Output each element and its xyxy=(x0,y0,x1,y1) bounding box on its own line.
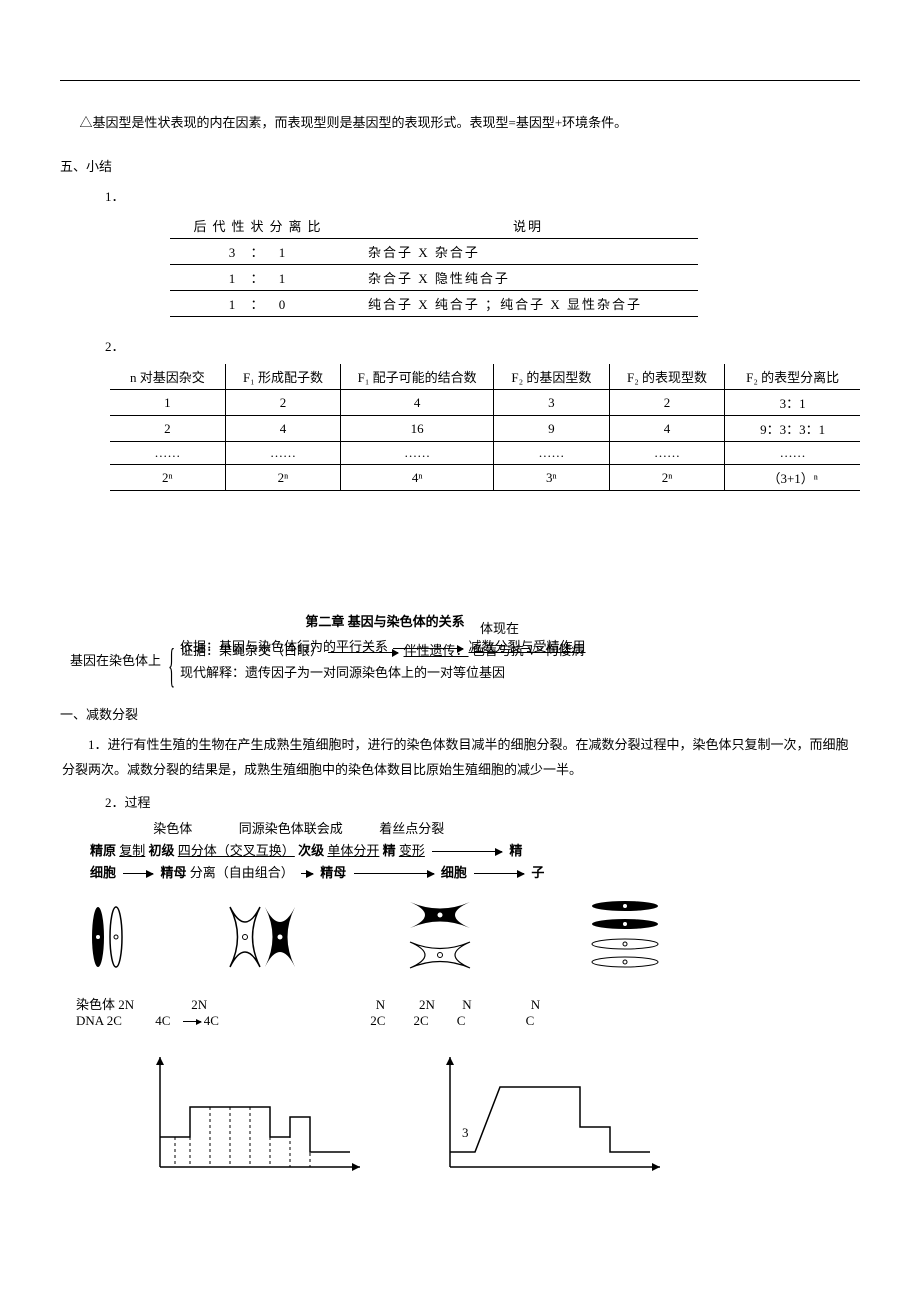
bracket-block: 基因在染色体上 { 依据：基因与染色体行为的平行关系 减数分裂与受精作用 体现在… xyxy=(60,636,860,684)
arrow-icon xyxy=(328,652,398,653)
arrow-icon xyxy=(301,873,313,874)
page-top-rule xyxy=(60,80,860,81)
bl2-right: 色盲与抗 Vᴰ 佝偻病 xyxy=(472,643,584,658)
chromosome-count-row: 染色体 2N 2N N 2N N N xyxy=(76,994,860,1013)
pbot-a: 细胞 xyxy=(90,865,116,880)
pbot-b: 精母 xyxy=(161,865,187,880)
table-row: 1 2 4 3 2 3：1 xyxy=(110,390,860,416)
pbot-mid: 分离（自由组合） xyxy=(190,865,294,880)
table-row: 1 ： 1 杂合子 X 隐性纯合子 xyxy=(170,265,698,291)
table2-number: 2． xyxy=(60,335,860,360)
table-row: …… …… …… …… …… …… xyxy=(110,442,860,465)
arrow-icon xyxy=(123,873,153,874)
pb-e: 精 xyxy=(509,843,522,858)
table-row: 2 4 16 9 4 9：3：3：1 xyxy=(110,416,860,442)
arrow-icon xyxy=(393,648,463,649)
table-row: n 对基因杂交 F₁ 形成配子数 F₁ 配子可能的结合数 F₂ 的基因型数 F₂… xyxy=(110,364,860,390)
process-number: 2．过程 xyxy=(60,791,860,816)
proc-top-c3: 着丝点分裂 xyxy=(379,821,444,836)
table-row: 2ⁿ 2ⁿ 4ⁿ 3ⁿ 2ⁿ （3+1）ⁿ xyxy=(110,465,860,491)
th-ratio: 后代性状分离比 xyxy=(170,213,350,239)
pb-b: 初级 xyxy=(149,843,175,858)
pbot-e: 子 xyxy=(531,865,544,880)
proc-top-c1: 染色体 xyxy=(153,821,192,836)
pbot-c: 精母 xyxy=(320,865,346,880)
arrow-icon xyxy=(432,851,502,852)
th-desc: 说明 xyxy=(350,213,698,239)
section-5-title: 五、小结 xyxy=(60,156,860,175)
arrow-icon xyxy=(354,873,434,874)
pb-mid1: 四分体（交叉互换） xyxy=(178,843,295,858)
pb-r1: 复制 xyxy=(119,843,145,858)
gene-cross-table: n 对基因杂交 F₁ 形成配子数 F₁ 配子可能的结合数 F₂ 的基因型数 F₂… xyxy=(110,364,860,491)
meiosis-process: 染色体 同源染色体联会成 着丝点分裂 精原 复制 初级 四分体（交叉互换） 次级… xyxy=(90,818,860,884)
meiosis-definition: 1．进行有性生殖的生物在产生成熟生殖细胞时，进行的染色体数目减半的细胞分裂。在减… xyxy=(60,733,860,782)
graph-label-3: 3 xyxy=(462,1125,469,1140)
brace-icon: { xyxy=(168,636,175,696)
bracket-label: 基因在染色体上 xyxy=(70,650,161,672)
pb-d: 精 xyxy=(383,843,396,858)
table-row: 3 ： 1 杂合子 X 杂合子 xyxy=(170,239,698,265)
intro-line: △基因型是性状表现的内在因素，而表现型则是基因型的表现形式。表现型=基因型+环境… xyxy=(60,111,860,136)
proc-top-c2: 同源染色体联会成 xyxy=(239,821,343,836)
dna-count-row: DNA 2C 4C 4C 2C 2C C C xyxy=(76,1013,860,1029)
meiosis-graphs: 3 xyxy=(140,1047,860,1181)
chromosome-diagram xyxy=(80,892,860,986)
arrow-icon xyxy=(183,1021,201,1022)
table-row: 后代性状分离比 说明 xyxy=(170,213,698,239)
bl2: 证据：果蝇杂交（白眼） xyxy=(180,643,323,658)
pb-r3: 变形 xyxy=(399,843,425,858)
pbot-d: 细胞 xyxy=(441,865,467,880)
bl3: 现代解释：遗传因子为一对同源染色体上的一对等位基因 xyxy=(180,665,505,680)
pb-mid2: 单体分开 xyxy=(327,843,379,858)
pb-a: 精原 xyxy=(90,843,116,858)
table-row: 1 ： 0 纯合子 X 纯合子 ；纯合子 X 显性杂合子 xyxy=(170,291,698,317)
ratio-table: 后代性状分离比 说明 3 ： 1 杂合子 X 杂合子 1 ： 1 杂合子 X 隐… xyxy=(170,213,698,317)
section-a-title: 一、减数分裂 xyxy=(60,704,860,723)
arrow-icon xyxy=(474,873,524,874)
table1-number: 1． xyxy=(60,185,860,210)
pb-c: 次级 xyxy=(298,843,324,858)
